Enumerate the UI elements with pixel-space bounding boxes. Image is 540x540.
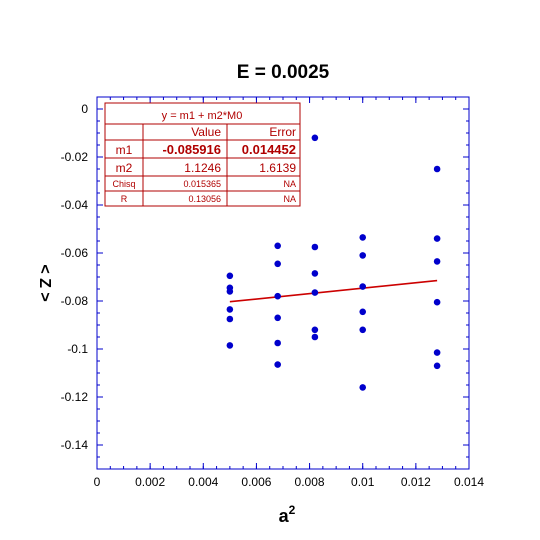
data-point: [274, 314, 281, 322]
data-point: [433, 165, 441, 173]
data-point: [274, 242, 281, 250]
data-point: [311, 326, 319, 334]
fit-line-group: [229, 279, 438, 303]
data-point: [433, 258, 441, 265]
y-tick-label: -0.06: [61, 246, 89, 260]
fit-row-value: -0.085916: [162, 142, 221, 157]
fit-row-name: m1: [116, 143, 133, 157]
x-axis-label: a2: [279, 503, 296, 526]
data-point: [311, 270, 319, 277]
data-point: [226, 272, 234, 280]
fit-row-name: R: [121, 194, 128, 204]
data-point: [359, 308, 367, 316]
data-point: [274, 292, 281, 300]
data-point: [359, 283, 367, 290]
chart-title: E = 0.0025: [237, 62, 330, 83]
data-point: [359, 234, 367, 241]
data-point: [359, 384, 367, 391]
fit-results-box: y = m1 + m2*M0 Value Error m1 -0.085916 …: [104, 102, 301, 207]
x-tick-label: 0: [94, 475, 101, 489]
data-point: [311, 134, 319, 142]
fit-row-error: NA: [283, 194, 296, 204]
y-tick-label: -0.08: [61, 294, 89, 308]
data-point: [359, 326, 367, 334]
x-tick-label: 0.01: [351, 475, 375, 489]
data-point: [433, 362, 441, 370]
fit-row-name: m2: [116, 161, 133, 175]
fit-row-name: Chisq: [112, 179, 135, 189]
x-tick-label: 0.004: [188, 475, 218, 489]
y-tick-label: 0: [81, 102, 88, 116]
y-tick-label: -0.14: [61, 438, 89, 452]
fit-row-error: 1.6139: [259, 161, 296, 175]
y-tick-label: -0.12: [61, 390, 89, 404]
y-tick-label: -0.04: [61, 198, 89, 212]
fit-header-value: Value: [191, 125, 221, 139]
fit-equation: y = m1 + m2*M0: [162, 110, 243, 122]
fit-box-border: [104, 102, 301, 207]
data-point: [226, 342, 234, 349]
x-tick-label: 0.008: [295, 475, 325, 489]
data-point: [274, 361, 281, 368]
data-points: [226, 134, 441, 391]
x-tick-label: 0.002: [135, 475, 165, 489]
fit-row-error: 0.014452: [242, 142, 296, 157]
x-tick-label: 0.006: [241, 475, 271, 489]
data-point: [274, 260, 281, 268]
y-tick-label: -0.1: [67, 342, 88, 356]
x-axis-label-base: a: [279, 506, 290, 526]
fit-row-value: 0.13056: [188, 194, 221, 204]
data-point: [274, 339, 281, 347]
data-point: [226, 306, 234, 313]
data-point: [433, 298, 441, 306]
fit-row-error: NA: [283, 179, 296, 189]
x-axis-label-superscript: 2: [289, 503, 296, 517]
y-axis-label: < Z >: [36, 264, 53, 301]
fit-row-value: 0.015365: [183, 179, 221, 189]
fit-row-value: 1.1246: [184, 161, 221, 175]
data-point: [311, 243, 319, 251]
data-point: [359, 252, 367, 259]
data-point: [226, 315, 234, 323]
axis-ticks: 0 0.002 0.004 0.006 0.008 0.01 0.012 0.014 0 -0.0…: [61, 96, 484, 489]
fit-header-error: Error: [269, 125, 296, 139]
y-tick-label: -0.02: [61, 150, 89, 164]
x-tick-label: 0.012: [401, 475, 431, 489]
x-tick-label: 0.014: [454, 475, 484, 489]
data-point: [226, 288, 234, 295]
data-point: [311, 333, 319, 341]
data-point: [311, 289, 319, 296]
data-point: [433, 235, 441, 242]
fit-line: [229, 279, 438, 303]
data-point: [433, 349, 441, 356]
